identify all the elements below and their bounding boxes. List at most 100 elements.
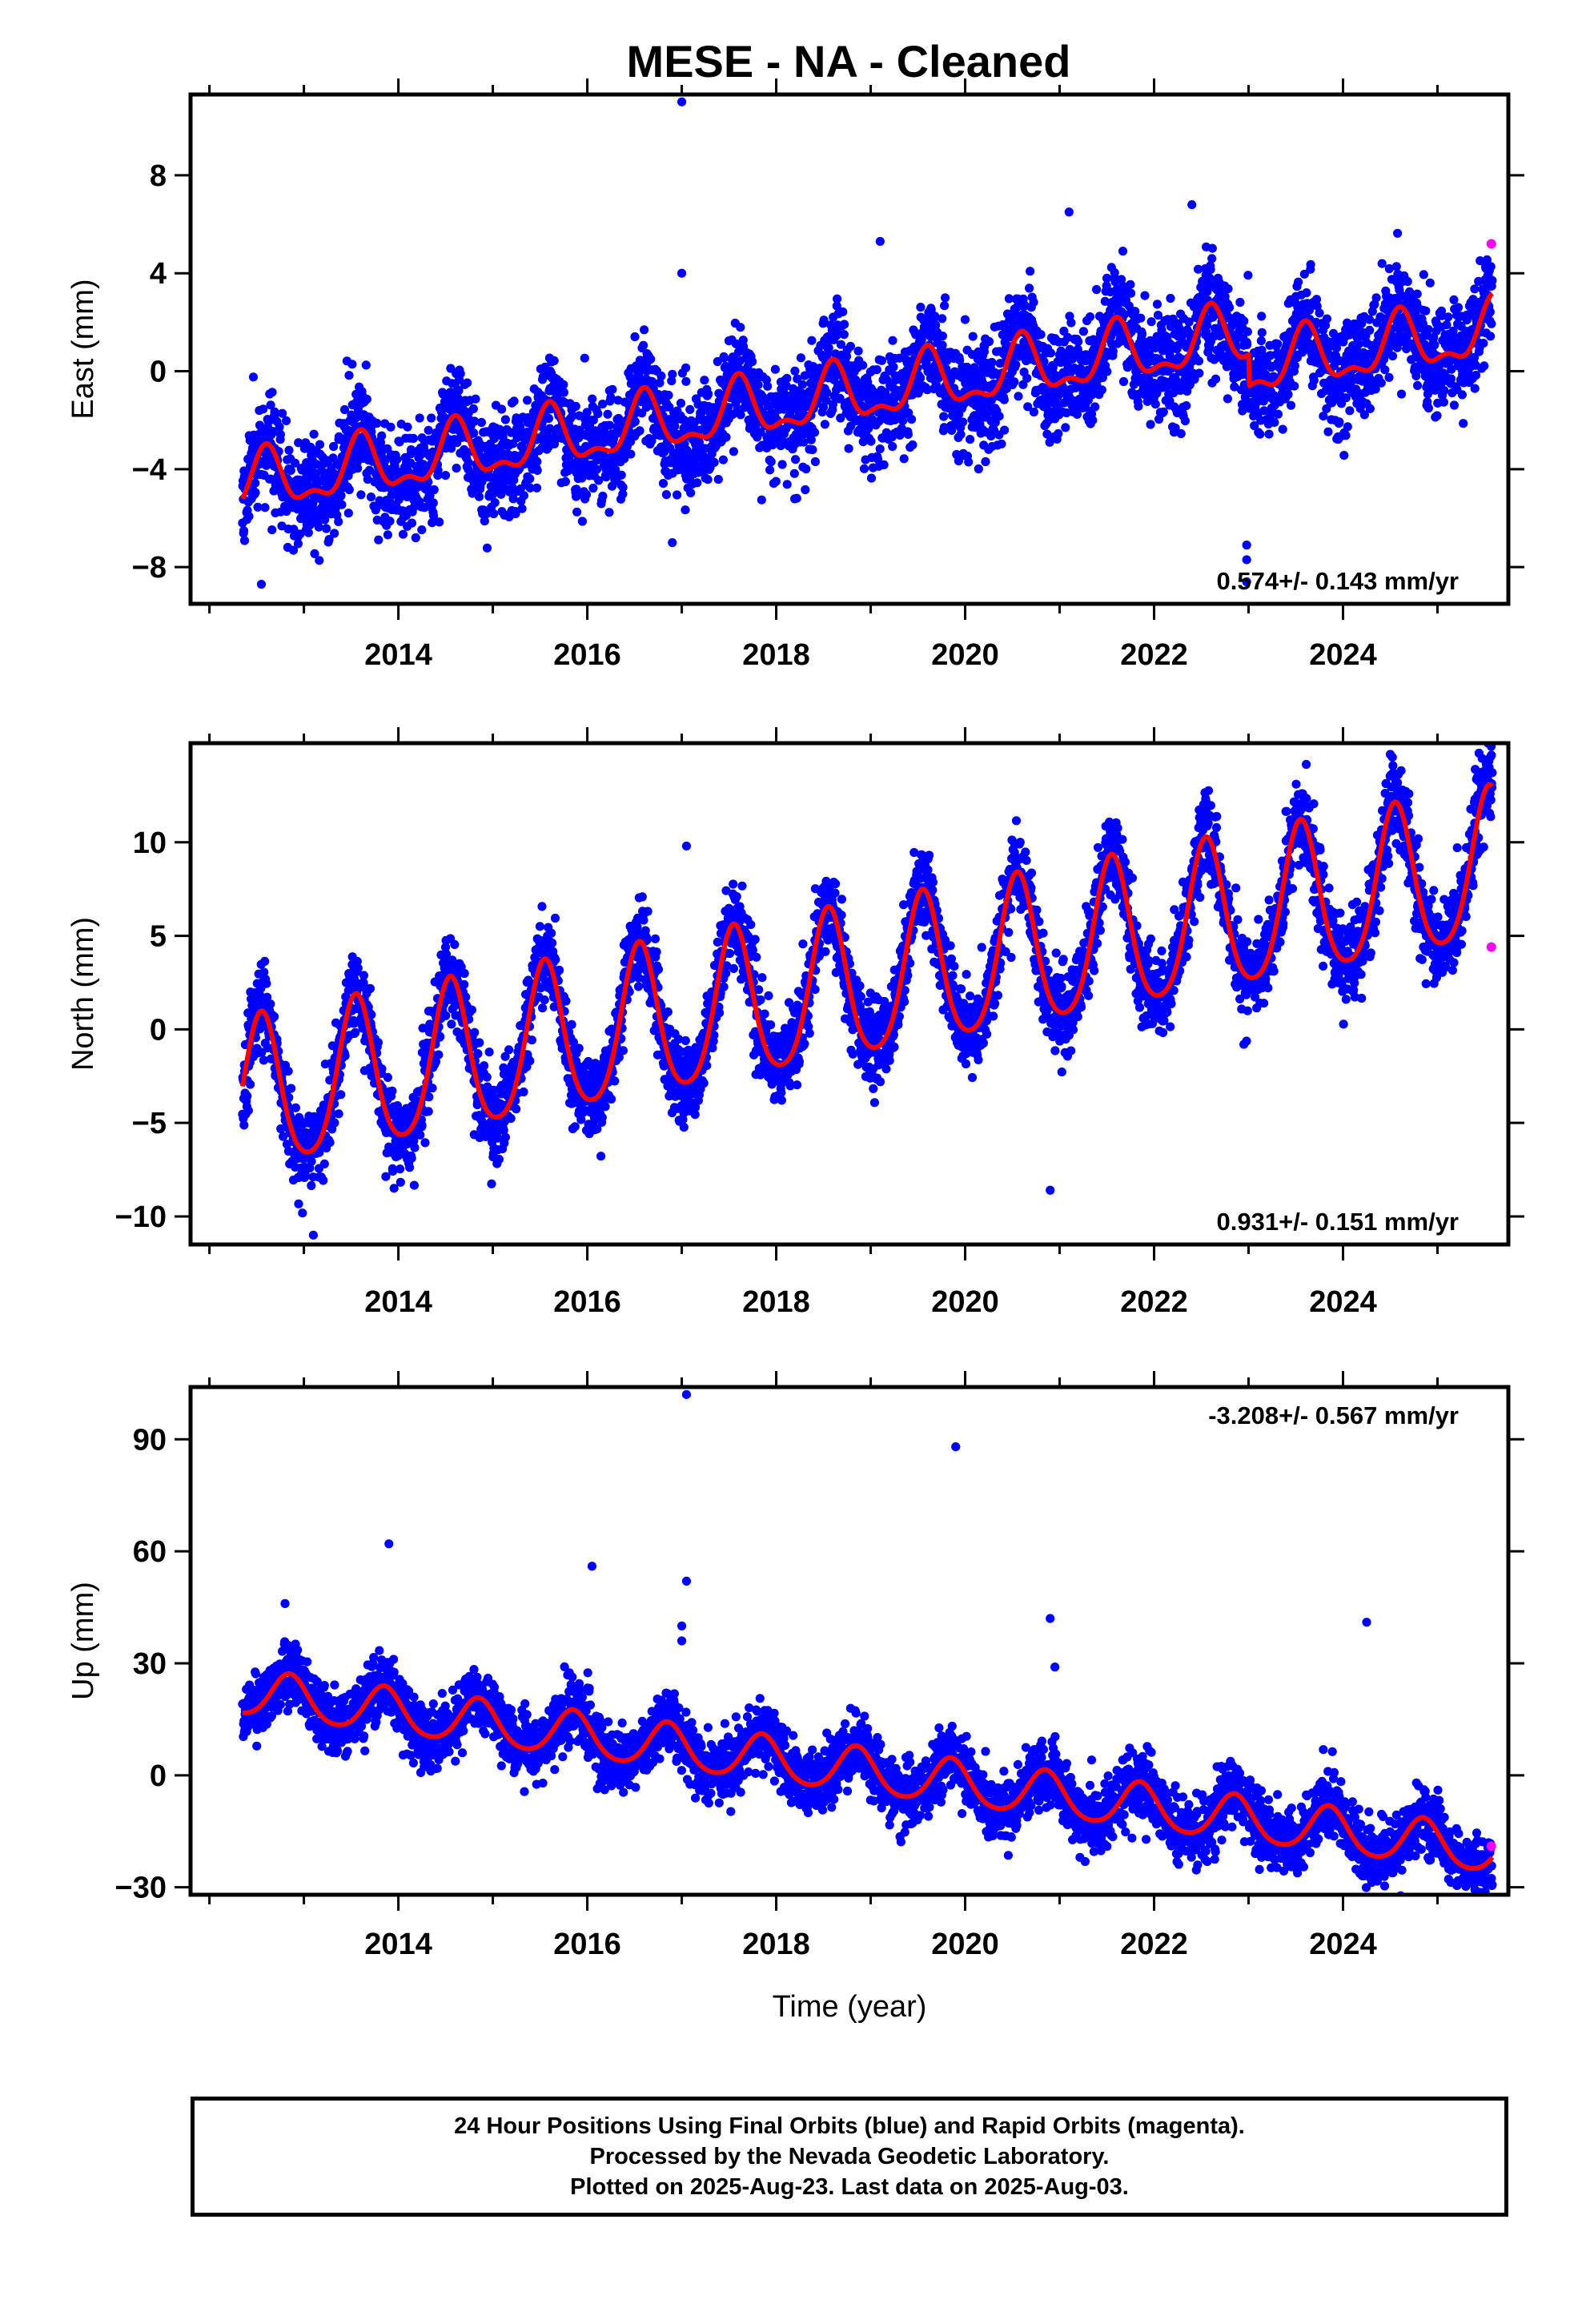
east-data-point xyxy=(1403,276,1412,287)
east-rapid-orbit-point xyxy=(1486,239,1496,249)
east-data-point xyxy=(721,432,731,442)
east-data-point xyxy=(251,478,260,488)
east-data-point xyxy=(866,473,877,483)
east-data-point xyxy=(314,522,323,532)
east-data-point xyxy=(1150,400,1160,409)
east-data-point xyxy=(1259,406,1269,416)
east-data-point xyxy=(1309,376,1319,385)
east-data-point xyxy=(278,408,287,418)
east-data-point xyxy=(1312,301,1322,311)
east-data-point xyxy=(385,517,395,526)
east-data-point xyxy=(511,509,520,519)
east-data-point xyxy=(1480,361,1489,371)
east-data-point xyxy=(1412,289,1422,299)
east-data-point xyxy=(713,475,723,485)
east-data-point xyxy=(383,530,392,540)
east-data-point xyxy=(1384,372,1394,382)
east-data-point xyxy=(810,456,820,467)
east-data-point xyxy=(656,371,666,381)
east-data-point xyxy=(568,412,577,421)
east-data-point xyxy=(1153,311,1163,320)
east-data-point xyxy=(353,464,363,473)
east-data-point xyxy=(1488,275,1497,285)
east-data-point xyxy=(468,404,479,413)
east-data-point xyxy=(592,464,602,474)
east-data-point xyxy=(1380,365,1390,375)
east-data-point xyxy=(820,420,829,429)
east-data-point xyxy=(1432,411,1442,420)
east-outlier-point xyxy=(677,97,687,107)
east-data-point xyxy=(572,485,581,494)
east-data-point xyxy=(1290,361,1299,371)
east-data-point xyxy=(703,475,713,485)
east-data-point xyxy=(377,431,387,440)
east-outlier-point xyxy=(1242,555,1251,565)
east-data-point xyxy=(792,493,801,503)
east-data-point xyxy=(1063,332,1073,342)
east-data-point xyxy=(938,332,947,341)
east-data-point xyxy=(942,356,952,365)
east-data-point xyxy=(239,536,250,545)
east-data-point xyxy=(670,421,680,431)
east-data-point xyxy=(939,412,949,421)
north-data-point xyxy=(319,1176,328,1185)
east-data-point xyxy=(777,460,787,469)
east-data-point xyxy=(1102,273,1112,283)
east-data-point xyxy=(1446,374,1456,384)
east-data-point xyxy=(324,535,334,545)
east-data-point xyxy=(859,464,869,473)
east-data-point xyxy=(729,447,739,456)
east-data-point xyxy=(668,369,677,379)
east-data-point xyxy=(1365,325,1375,335)
east-data-point xyxy=(1339,451,1349,460)
east-data-point xyxy=(1180,416,1190,426)
east-y-tick-label: 8 xyxy=(150,159,167,193)
east-data-point xyxy=(836,340,845,349)
east-data-point xyxy=(1323,427,1333,436)
east-data-point xyxy=(908,440,917,450)
east-data-point xyxy=(440,471,451,480)
north-data-point xyxy=(270,1011,279,1022)
east-data-point xyxy=(604,508,614,517)
east-data-point xyxy=(1074,336,1083,347)
east-data-point xyxy=(248,372,259,382)
east-data-point xyxy=(833,294,842,304)
east-data-point xyxy=(997,439,1006,448)
north-data-point xyxy=(246,1080,255,1089)
east-data-point xyxy=(1453,303,1464,312)
east-data-point xyxy=(1061,423,1070,432)
east-data-point xyxy=(508,494,518,504)
east-y-tick-label: −4 xyxy=(132,453,167,487)
east-data-point xyxy=(394,495,404,505)
east-data-point xyxy=(1377,259,1387,268)
east-data-point xyxy=(427,413,436,423)
east-data-point xyxy=(344,485,354,495)
east-data-point xyxy=(819,316,829,325)
east-data-point xyxy=(999,395,1009,404)
east-data-point xyxy=(322,524,331,533)
east-data-point xyxy=(464,458,473,468)
east-data-point xyxy=(1311,295,1322,304)
east-data-point xyxy=(471,394,480,404)
east-data-point xyxy=(1442,320,1452,330)
east-data-point xyxy=(1206,264,1215,275)
east-data-point xyxy=(866,436,876,446)
east-data-point xyxy=(616,470,626,480)
east-data-point xyxy=(1278,424,1287,434)
east-data-point xyxy=(693,478,702,488)
east-data-point xyxy=(1146,317,1156,327)
east-data-point xyxy=(807,336,817,345)
east-data-point xyxy=(839,330,849,340)
east-data-point xyxy=(356,490,366,500)
east-data-point xyxy=(593,408,603,419)
east-data-point xyxy=(1365,404,1375,413)
east-data-point xyxy=(1290,381,1299,391)
east-data-point xyxy=(956,429,966,440)
east-data-point xyxy=(960,315,970,324)
east-data-point xyxy=(329,441,339,452)
east-data-point xyxy=(453,396,463,406)
east-data-point xyxy=(756,428,765,437)
east-data-point xyxy=(275,422,284,432)
east-data-point xyxy=(1286,400,1296,410)
